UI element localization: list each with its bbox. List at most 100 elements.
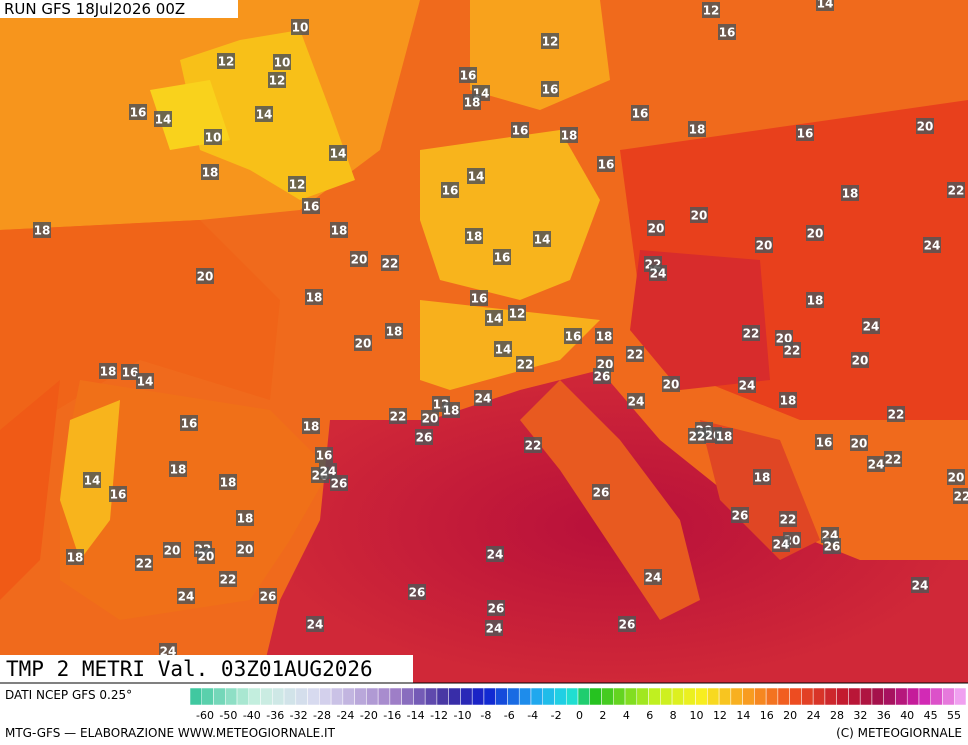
atlantic-south [0,380,60,600]
label-box [688,121,706,137]
label-box [718,24,736,40]
colorbar-label: 24 [807,709,821,722]
colorbar-swatch [613,687,626,706]
colorbar-swatch [777,687,790,706]
colorbar-label: 8 [670,709,677,722]
label-box [381,255,399,271]
colorbar-label: -36 [266,709,284,722]
label-box [953,488,968,504]
scandinavia [470,0,610,110]
label-box [626,346,644,362]
colorbar-swatch [272,687,285,706]
colorbar-swatch [436,687,449,706]
central-europe [420,130,600,300]
temperature-label: 16 [542,83,559,97]
temperature-label: 24 [650,267,667,281]
temperature-label: 18 [780,394,797,408]
label-box [385,323,403,339]
temperature-label: 22 [382,257,399,271]
label-box [196,268,214,284]
temperature-label: 16 [442,184,459,198]
temperature-label: 26 [331,477,348,491]
label-box [291,19,309,35]
temperature-label: 10 [292,21,309,35]
colorbar-swatch [801,687,814,706]
colorbar-swatch [565,687,579,706]
colorbar-label: 0 [576,709,583,722]
label-box [465,228,483,244]
temperature-label: 20 [198,550,215,564]
colorbar-swatch [953,687,967,706]
colorbar-swatch [366,687,379,706]
label-box [862,318,880,334]
label-box [259,588,277,604]
temperature-label: 24 [739,379,756,393]
label-box [947,182,965,198]
temperature-label: 18 [220,476,237,490]
temperature-label: 14 [495,343,512,357]
colorbar-swatch [377,687,391,706]
colorbar-label: -4 [527,709,538,722]
label-box [742,325,760,341]
temperature-label: 12 [703,4,720,18]
hungary-area [630,250,770,390]
colorbar-swatch [213,687,226,706]
label-box [99,363,117,379]
colorbar-label: 40 [900,709,914,722]
temperature-label: 18 [202,166,219,180]
temperature-label: 22 [390,410,407,424]
label-box [755,237,773,253]
temperature-label: 16 [122,366,139,380]
label-box [486,546,504,562]
label-box [644,569,662,585]
label-box [354,335,372,351]
temperature-label: 18 [331,224,348,238]
label-box [268,72,286,88]
colorbar-swatch [471,687,485,706]
colorbar-swatch [871,687,884,706]
temperature-label: 16 [316,449,333,463]
colorbar-swatch [330,687,344,706]
label-box [806,225,824,241]
temperature-label: 20 [164,544,181,558]
colorbar-swatch [730,687,743,706]
temperature-label: 20 [197,270,214,284]
colorbar-label: 28 [830,709,844,722]
colorbar-swatch [319,687,332,706]
temperature-label: 16 [632,107,649,121]
label-box [560,127,578,143]
temperature-label: 26 [619,618,636,632]
temperature-label: 22 [885,453,902,467]
temperature-label: 20 [807,227,824,241]
colorbar-swatch [707,687,720,706]
colorbar-swatch [389,687,402,706]
label-box [408,584,426,600]
temperature-label: 18 [561,129,578,143]
temperature-label: 18 [716,430,733,444]
temperature-label: 26 [416,431,433,445]
source-label: DATI NCEP GFS 0.25° [5,688,132,702]
temperature-label: 20 [691,209,708,223]
map-title: TMP 2 METRI Val. 03Z01AUG2026 [6,657,373,681]
label-box [66,549,84,565]
label-box [109,486,127,502]
label-box [217,53,235,69]
label-box [135,555,153,571]
temperature-label: 18 [34,224,51,238]
colorbar-swatch [683,687,696,706]
temperature-label: 24 [475,392,492,406]
colorbar-swatch [542,687,555,706]
copyright-label: (C) METEOGIORNALE [836,726,962,740]
temperature-label: 18 [170,463,187,477]
colorbar-swatch [742,687,755,706]
colorbar-label: 20 [783,709,797,722]
colorbar-swatch [518,687,532,706]
temperature-label: 24 [628,395,645,409]
colorbar-label: 4 [623,709,630,722]
label-box [884,451,902,467]
label-box [779,511,797,527]
label-box [493,249,511,265]
colorbar-swatch [765,687,779,706]
temperature-label: 14 [155,113,172,127]
